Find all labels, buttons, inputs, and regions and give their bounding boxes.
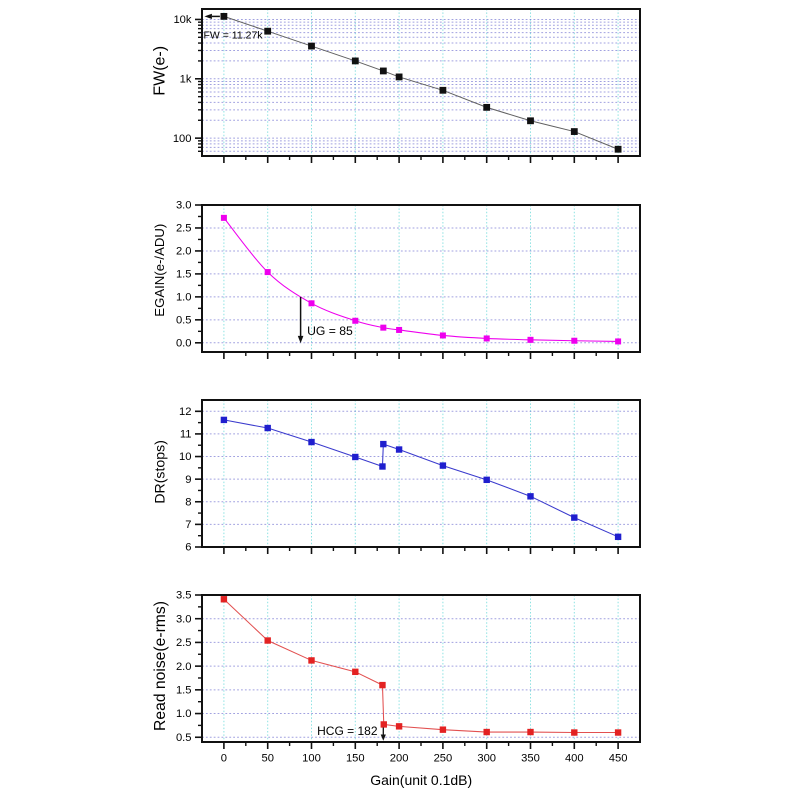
svg-text:250: 250 <box>434 752 453 764</box>
svg-text:300: 300 <box>477 752 496 764</box>
svg-text:1.5: 1.5 <box>176 685 192 697</box>
svg-text:10: 10 <box>179 451 191 463</box>
svg-text:Gain(unit 0.1dB): Gain(unit 0.1dB) <box>370 772 472 788</box>
svg-text:0.5: 0.5 <box>176 315 192 327</box>
svg-text:0.0: 0.0 <box>176 338 192 350</box>
svg-text:Read noise(e-rms): Read noise(e-rms) <box>152 601 169 731</box>
svg-text:1k: 1k <box>180 73 192 85</box>
svg-text:0.5: 0.5 <box>176 732 192 744</box>
svg-text:11: 11 <box>180 429 192 441</box>
svg-text:2.5: 2.5 <box>176 223 192 235</box>
svg-text:FW = 11.27k: FW = 11.27k <box>204 30 264 42</box>
svg-text:350: 350 <box>521 752 540 764</box>
svg-text:7: 7 <box>185 519 191 531</box>
svg-text:50: 50 <box>261 752 273 764</box>
svg-text:9: 9 <box>185 474 191 486</box>
svg-text:1.0: 1.0 <box>176 292 192 304</box>
svg-text:100: 100 <box>173 133 192 145</box>
svg-text:150: 150 <box>346 752 365 764</box>
svg-text:100: 100 <box>302 752 321 764</box>
svg-text:HCG = 182: HCG = 182 <box>317 724 378 738</box>
svg-text:DR(stops): DR(stops) <box>152 440 168 503</box>
svg-text:EGAIN(e-/ADU): EGAIN(e-/ADU) <box>152 224 167 317</box>
svg-text:400: 400 <box>565 752 584 764</box>
svg-text:1.5: 1.5 <box>176 269 192 281</box>
svg-text:2.5: 2.5 <box>176 637 192 649</box>
svg-text:6: 6 <box>185 542 191 554</box>
svg-text:10k: 10k <box>173 14 191 26</box>
svg-text:3.0: 3.0 <box>176 613 192 625</box>
svg-text:UG = 85: UG = 85 <box>307 324 353 338</box>
svg-text:1.0: 1.0 <box>176 708 192 720</box>
svg-text:8: 8 <box>185 496 191 508</box>
svg-text:FW(e-): FW(e-) <box>152 46 169 96</box>
svg-text:450: 450 <box>609 752 628 764</box>
svg-text:2.0: 2.0 <box>176 246 192 258</box>
svg-text:200: 200 <box>390 752 409 764</box>
svg-text:3.0: 3.0 <box>176 200 192 212</box>
svg-text:0: 0 <box>221 752 227 764</box>
svg-text:3.5: 3.5 <box>176 590 192 602</box>
svg-text:12: 12 <box>179 406 191 418</box>
svg-text:2.0: 2.0 <box>176 661 192 673</box>
